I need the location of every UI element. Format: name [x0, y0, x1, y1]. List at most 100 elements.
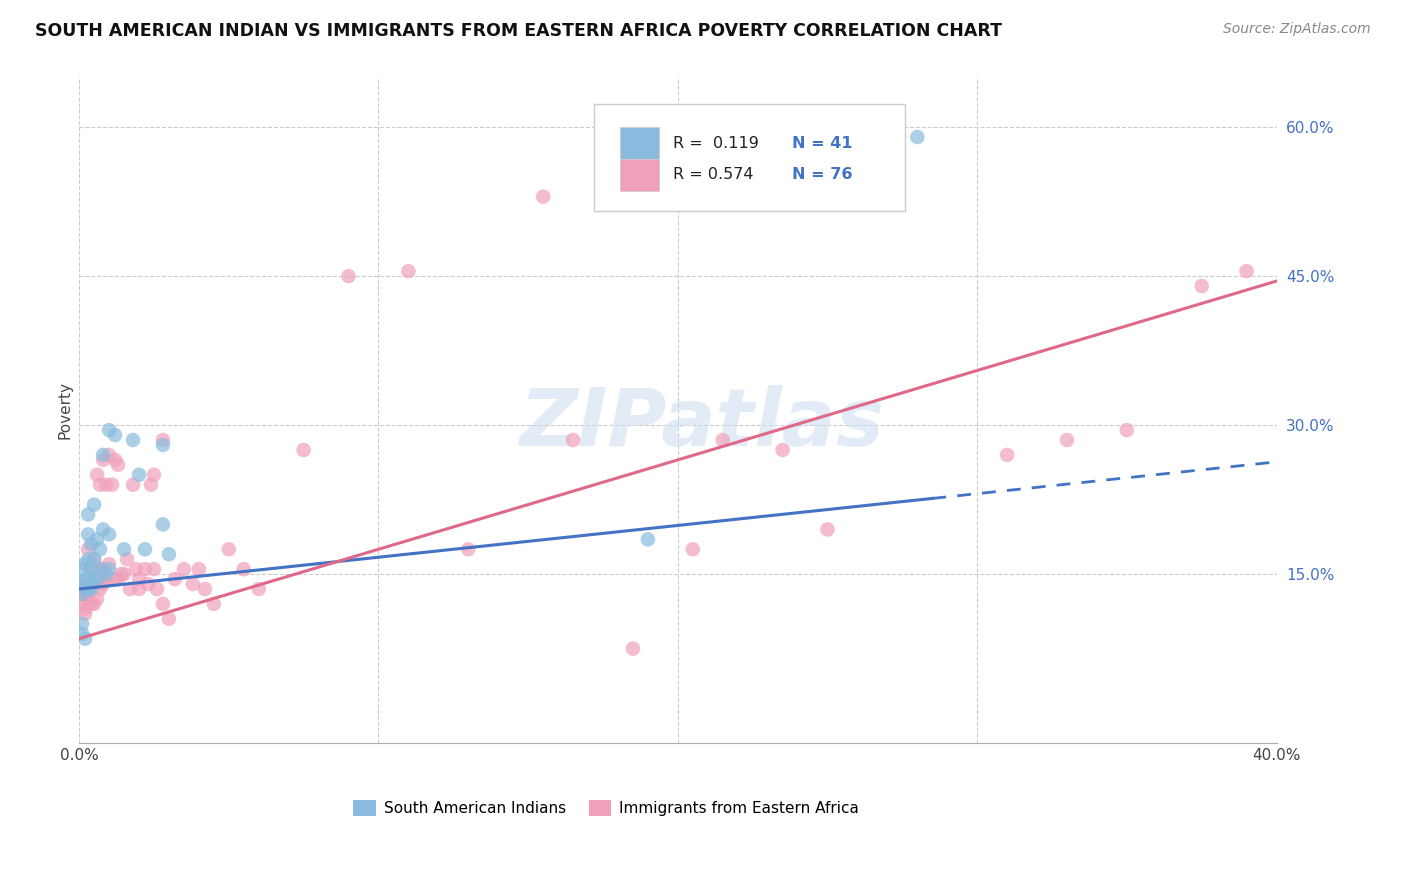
Point [146, 582, 169, 596]
Point [104, 572, 127, 586]
Point [396, 264, 419, 278]
Point [89, 572, 111, 586]
Point [70, 626, 93, 640]
Point [89, 562, 111, 576]
Point [128, 582, 150, 596]
Point [101, 477, 124, 491]
Point [70, 587, 93, 601]
Point [118, 582, 141, 596]
Point [75, 572, 97, 586]
Y-axis label: Poverty: Poverty [58, 381, 72, 439]
Point [75, 557, 97, 571]
Point [89, 582, 111, 596]
Point [70, 587, 93, 601]
Point [75, 632, 97, 646]
Point [292, 442, 315, 457]
Point [77, 587, 100, 601]
Point [98, 562, 121, 576]
Point [187, 562, 209, 576]
Point [1236, 264, 1258, 278]
Point [682, 542, 704, 557]
Point [152, 438, 174, 452]
Point [94, 572, 117, 586]
Point [98, 557, 121, 571]
Point [107, 458, 129, 472]
Point [77, 527, 100, 541]
Point [104, 453, 127, 467]
Point [125, 562, 148, 576]
Point [70, 616, 93, 631]
Point [80, 562, 103, 576]
Point [128, 467, 150, 482]
Text: N = 76: N = 76 [792, 167, 852, 182]
Point [91, 448, 114, 462]
Point [247, 582, 270, 596]
Legend: South American Indians, Immigrants from Eastern Africa: South American Indians, Immigrants from … [347, 794, 865, 822]
Point [91, 562, 114, 576]
Point [173, 562, 195, 576]
Point [1056, 433, 1078, 447]
Point [905, 130, 928, 145]
Point [531, 189, 554, 203]
Point [143, 467, 166, 482]
Point [80, 577, 103, 591]
Point [98, 527, 121, 541]
Point [70, 577, 93, 591]
Point [75, 602, 97, 616]
Point [77, 542, 100, 557]
Point [134, 542, 156, 557]
Point [89, 477, 111, 491]
Point [80, 597, 103, 611]
Point [83, 498, 105, 512]
Point [86, 533, 108, 547]
Point [218, 542, 240, 557]
FancyBboxPatch shape [620, 128, 658, 160]
Point [86, 562, 108, 576]
Text: Source: ZipAtlas.com: Source: ZipAtlas.com [1223, 22, 1371, 37]
Point [232, 562, 254, 576]
Point [194, 582, 217, 596]
Text: SOUTH AMERICAN INDIAN VS IMMIGRANTS FROM EASTERN AFRICA POVERTY CORRELATION CHAR: SOUTH AMERICAN INDIAN VS IMMIGRANTS FROM… [35, 22, 1002, 40]
Point [83, 597, 105, 611]
Point [86, 467, 108, 482]
Point [110, 567, 132, 582]
Point [77, 582, 100, 596]
Point [637, 533, 659, 547]
Point [157, 612, 180, 626]
Text: R = 0.574: R = 0.574 [673, 167, 754, 182]
Point [122, 433, 145, 447]
Point [80, 562, 103, 576]
Point [77, 552, 100, 566]
Point [98, 448, 121, 462]
Point [107, 572, 129, 586]
Point [75, 582, 97, 596]
Point [94, 567, 117, 582]
FancyBboxPatch shape [593, 104, 905, 211]
Point [112, 542, 135, 557]
Point [75, 582, 97, 596]
Point [80, 582, 103, 596]
Point [1115, 423, 1137, 437]
Point [77, 508, 100, 522]
Point [817, 523, 839, 537]
Point [70, 597, 93, 611]
Text: N = 41: N = 41 [792, 136, 852, 151]
Point [711, 433, 734, 447]
Point [562, 433, 585, 447]
Point [152, 597, 174, 611]
Point [152, 517, 174, 532]
Point [115, 552, 138, 566]
Point [1191, 279, 1213, 293]
Point [80, 537, 103, 551]
Point [143, 562, 166, 576]
Point [337, 269, 360, 284]
Point [157, 547, 180, 561]
Point [104, 428, 127, 442]
Point [70, 562, 93, 576]
Point [136, 577, 159, 591]
Point [86, 591, 108, 606]
Point [94, 477, 117, 491]
Point [83, 552, 105, 566]
Point [139, 477, 162, 491]
Point [202, 597, 225, 611]
